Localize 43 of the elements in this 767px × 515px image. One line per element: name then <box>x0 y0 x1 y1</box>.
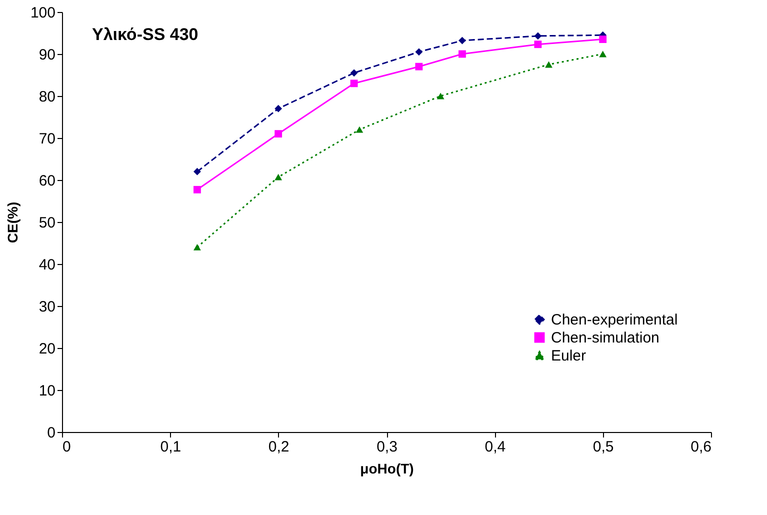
y-axis-title: CE(%) <box>4 202 20 244</box>
point <box>458 36 466 44</box>
point <box>274 104 282 112</box>
y-tick-label: 70 <box>38 130 56 148</box>
point <box>436 92 444 100</box>
point <box>194 186 201 194</box>
point <box>350 80 358 88</box>
x-tick-label: 0,5 <box>592 438 614 456</box>
y-tick-label: 90 <box>38 46 56 64</box>
point <box>356 126 364 133</box>
x-tick-label: 0,1 <box>160 438 182 456</box>
point <box>194 168 201 176</box>
point <box>599 36 607 44</box>
point <box>415 62 423 70</box>
point <box>415 48 423 56</box>
text: Υλικό-SS 430 <box>92 25 198 44</box>
point <box>194 244 201 250</box>
y-tick-label: 60 <box>38 172 56 190</box>
point <box>599 50 607 58</box>
point <box>545 61 552 68</box>
point <box>534 40 542 48</box>
y-tick-label: 40 <box>38 256 56 274</box>
legend-label: Euler <box>551 348 586 364</box>
y-tick-label: 20 <box>38 340 56 358</box>
point <box>458 50 466 58</box>
x-tick-label: 0,4 <box>484 438 506 456</box>
x-tick-label: 0,3 <box>376 438 398 456</box>
x-tick-label: 0 <box>62 438 71 456</box>
point <box>350 69 358 77</box>
point <box>274 174 282 180</box>
x-axis-title: μoHo(T) <box>360 460 414 476</box>
point <box>534 32 542 40</box>
x-tick-label: 0,2 <box>268 438 290 456</box>
legend-label: Chen-experimental <box>551 312 678 328</box>
y-tick-label: 50 <box>38 214 56 232</box>
y-tick-label: 80 <box>38 88 56 106</box>
legend-label: Chen-simulation <box>551 330 660 346</box>
y-tick-label: 100 <box>30 4 56 22</box>
y-tick-label: 0 <box>47 424 56 442</box>
x-tick-label: 0,6 <box>690 438 712 456</box>
y-tick-label: 30 <box>38 298 56 316</box>
y-tick-label: 10 <box>38 382 56 400</box>
point <box>274 130 282 138</box>
